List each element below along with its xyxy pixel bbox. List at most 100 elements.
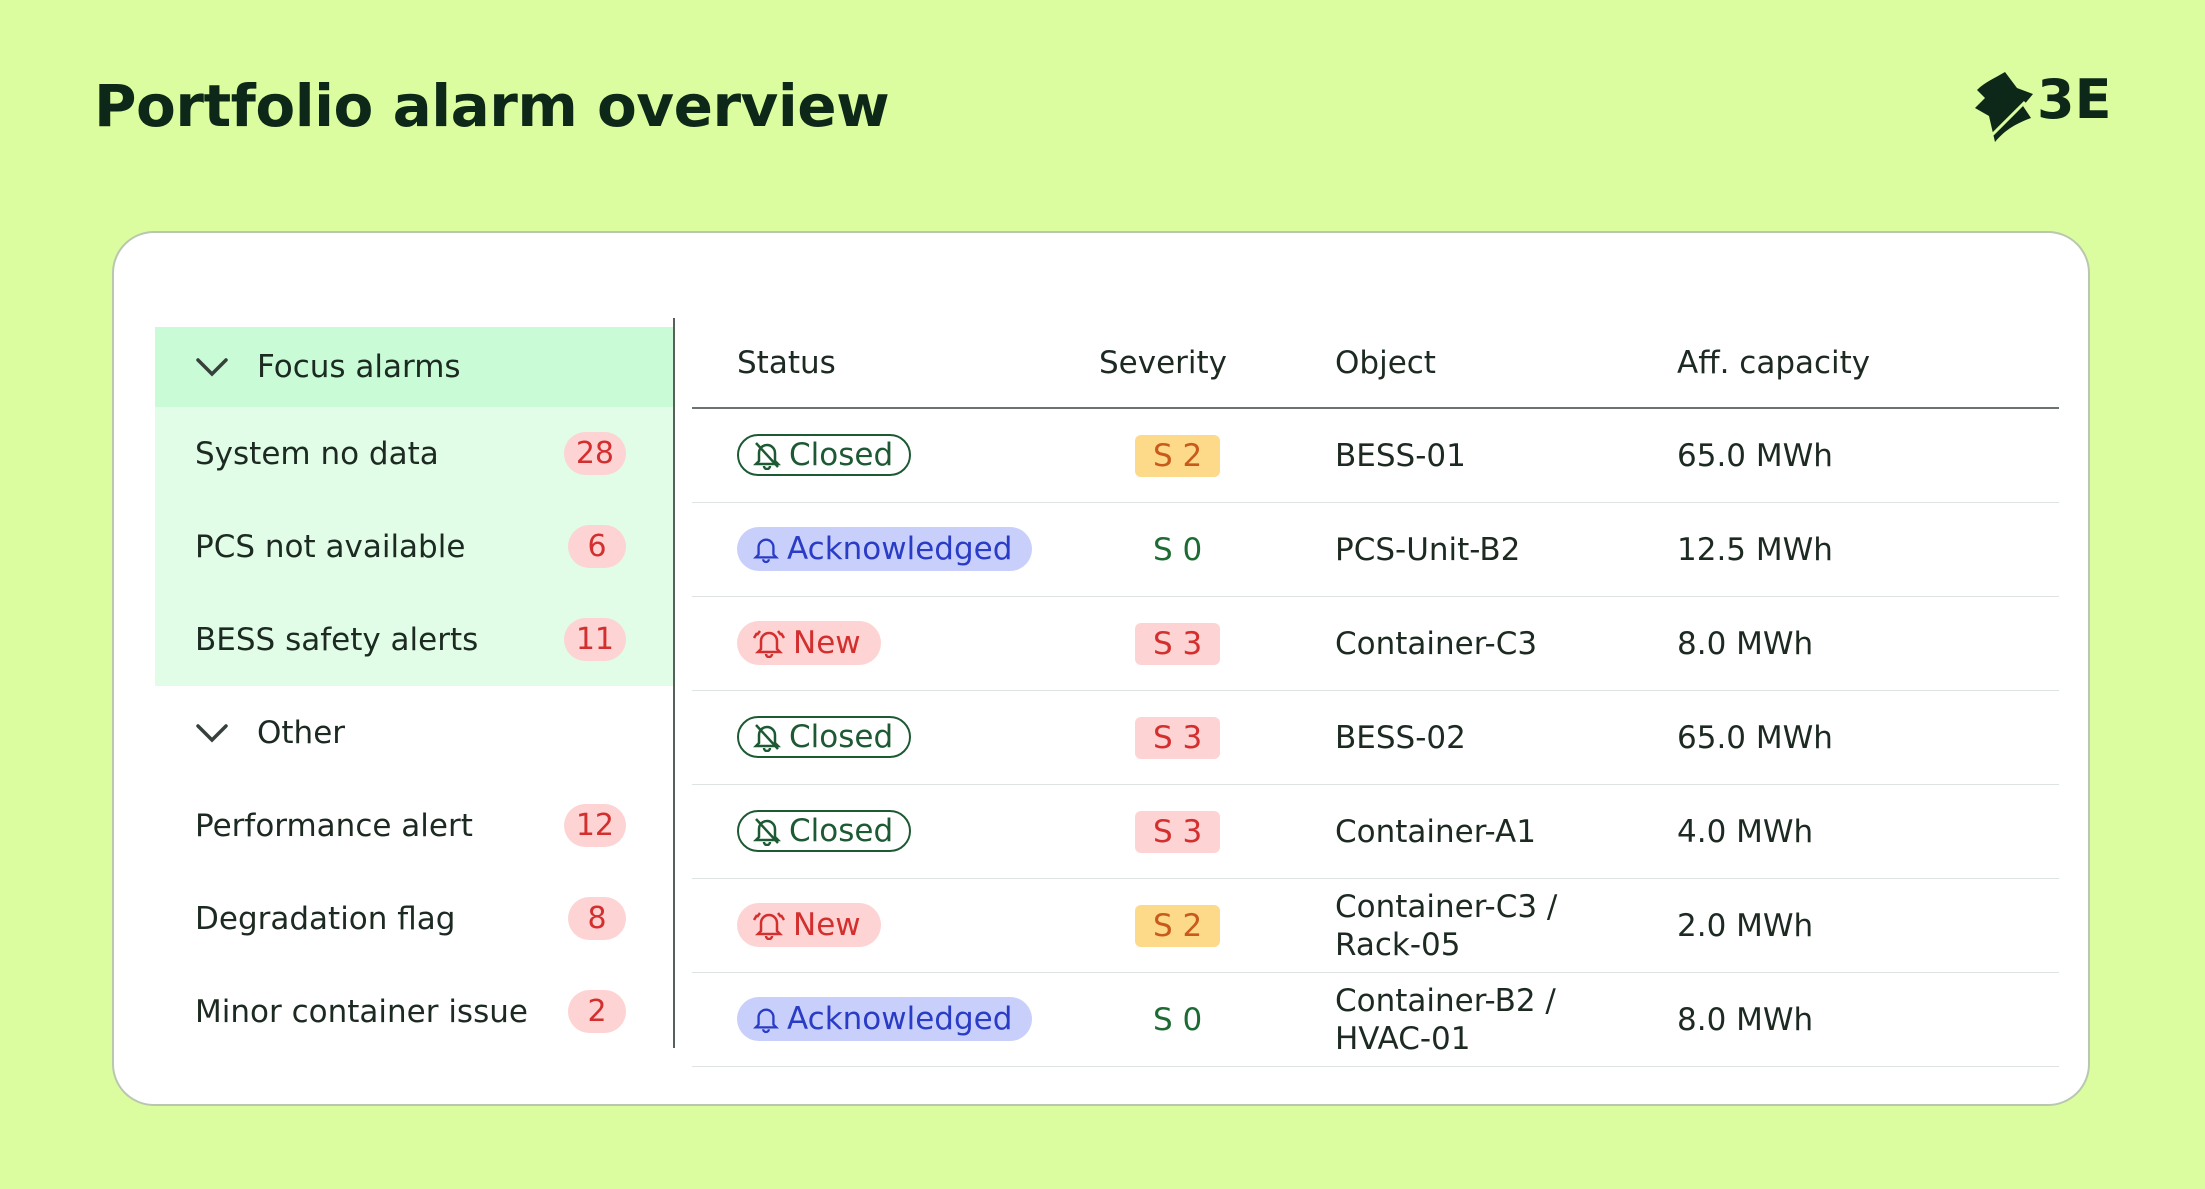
severity-badge: S 2 bbox=[1135, 434, 1221, 477]
alarm-item[interactable]: Degradation flag 8 bbox=[155, 872, 673, 965]
table-row[interactable]: Acknowledged S 0 PCS-Unit-B2 12.5 MWh bbox=[692, 503, 2059, 597]
object-cell: Container-C3 / Rack-05 bbox=[1335, 888, 1558, 963]
capacity-cell: 8.0 MWh bbox=[1677, 1001, 1814, 1038]
status-cell: New bbox=[737, 903, 1099, 948]
group-label: Other bbox=[257, 714, 346, 751]
alarm-item[interactable]: PCS not available 6 bbox=[155, 500, 673, 593]
column-header: Aff. capacity bbox=[1677, 344, 1871, 381]
severity-cell: S 2 bbox=[1099, 434, 1335, 477]
table-header: Status Severity Object Aff. capacity bbox=[692, 318, 2059, 409]
object-cell: Container-B2 / HVAC-01 bbox=[1335, 982, 1556, 1057]
alarm-item[interactable]: System no data 28 bbox=[155, 407, 673, 500]
item-count: 8 bbox=[568, 897, 626, 940]
item-count: 6 bbox=[568, 525, 626, 568]
item-count: 28 bbox=[563, 432, 626, 475]
alarm-table: Status Severity Object Aff. capacity Closed S… bbox=[692, 318, 2059, 1067]
item-label: System no data bbox=[195, 435, 439, 472]
object-cell: BESS-01 bbox=[1335, 437, 1466, 474]
severity-badge: S 0 bbox=[1153, 531, 1203, 568]
sidebar: Focus alarms System no data 28 PCS not avai… bbox=[155, 327, 673, 1058]
capacity-cell: 12.5 MWh bbox=[1677, 531, 1833, 568]
object-cell: Container-A1 bbox=[1335, 813, 1536, 850]
status-cell: Acknowledged bbox=[737, 997, 1099, 1042]
capacity-cell: 2.0 MWh bbox=[1677, 907, 1814, 944]
logo-text: 3E bbox=[2037, 68, 2112, 131]
status-cell: Closed bbox=[737, 433, 1099, 478]
status-icon bbox=[753, 723, 781, 752]
page-title: Portfolio alarm overview bbox=[94, 72, 890, 140]
object-cell: BESS-02 bbox=[1335, 719, 1466, 756]
severity-badge: S 2 bbox=[1135, 904, 1221, 947]
table-row[interactable]: New S 3 Container-C3 8.0 MWh bbox=[692, 597, 2059, 691]
status-pill: New bbox=[737, 903, 881, 947]
severity-cell: S 0 bbox=[1099, 529, 1335, 571]
status-text: Acknowledged bbox=[787, 531, 1013, 567]
status-pill: Acknowledged bbox=[737, 997, 1033, 1041]
column-header: Object bbox=[1335, 344, 1436, 381]
status-text: Acknowledged bbox=[787, 1001, 1013, 1037]
severity-badge: S 0 bbox=[1153, 1001, 1203, 1038]
group-header[interactable]: Focus alarms bbox=[155, 327, 673, 407]
severity-cell: S 3 bbox=[1099, 622, 1335, 665]
status-icon bbox=[753, 817, 781, 846]
severity-badge: S 3 bbox=[1135, 622, 1221, 665]
item-label: BESS safety alerts bbox=[195, 621, 479, 658]
item-label: Performance alert bbox=[195, 807, 473, 844]
column-header: Severity bbox=[1099, 344, 1228, 381]
capacity-cell: 65.0 MWh bbox=[1677, 437, 1833, 474]
status-pill: Closed bbox=[737, 715, 912, 758]
item-label: Degradation flag bbox=[195, 900, 456, 937]
severity-cell: S 2 bbox=[1099, 904, 1335, 947]
severity-badge: S 3 bbox=[1135, 716, 1221, 759]
status-icon bbox=[753, 630, 785, 658]
object-cell: PCS-Unit-B2 bbox=[1335, 531, 1521, 568]
status-text: New bbox=[793, 907, 861, 943]
status-cell: New bbox=[737, 621, 1099, 666]
group-label: Focus alarms bbox=[257, 349, 461, 385]
chevron bbox=[196, 358, 228, 377]
table-row[interactable]: Closed S 3 BESS-02 65.0 MWh bbox=[692, 691, 2059, 785]
alarm-item[interactable]: BESS safety alerts 11 bbox=[155, 593, 673, 686]
status-pill: Closed bbox=[737, 433, 912, 476]
table-row[interactable]: Closed S 3 Container-A1 4.0 MWh bbox=[692, 785, 2059, 879]
item-label: Minor container issue bbox=[195, 993, 528, 1030]
severity-cell: S 3 bbox=[1099, 810, 1335, 853]
alarm-group: Other Performance alert 12 Degradation flag… bbox=[155, 686, 673, 1058]
divider bbox=[673, 318, 675, 1048]
item-label: PCS not available bbox=[195, 528, 466, 565]
item-count: 12 bbox=[563, 804, 626, 847]
status-cell: Closed bbox=[737, 715, 1099, 760]
item-count: 11 bbox=[563, 618, 626, 661]
status-pill: Closed bbox=[737, 809, 912, 852]
status-icon bbox=[753, 441, 781, 470]
status-icon bbox=[753, 1008, 779, 1034]
logo: 3E bbox=[1975, 68, 2111, 148]
status-text: Closed bbox=[789, 436, 894, 473]
status-text: New bbox=[793, 625, 861, 661]
group-header[interactable]: Other bbox=[155, 686, 673, 779]
table-row[interactable]: New S 2 Container-C3 / Rack-05 2.0 MWh bbox=[692, 879, 2059, 973]
severity-badge: S 3 bbox=[1135, 810, 1221, 853]
status-cell: Closed bbox=[737, 809, 1099, 854]
table-row[interactable]: Closed S 2 BESS-01 65.0 MWh bbox=[692, 409, 2059, 503]
severity-cell: S 0 bbox=[1099, 999, 1335, 1041]
item-count: 2 bbox=[568, 990, 626, 1033]
table-row[interactable]: Acknowledged S 0 Container-B2 / HVAC-01 8.0… bbox=[692, 973, 2059, 1067]
logo-leaf bbox=[1975, 72, 2033, 142]
status-cell: Acknowledged bbox=[737, 527, 1099, 572]
card: Focus alarms System no data 28 PCS not avai… bbox=[112, 231, 2090, 1106]
alarm-item[interactable]: Minor container issue 2 bbox=[155, 965, 673, 1058]
status-pill: New bbox=[737, 621, 881, 665]
status-pill: Acknowledged bbox=[737, 527, 1033, 571]
status-text: Closed bbox=[789, 812, 894, 849]
object-cell: Container-C3 bbox=[1335, 625, 1538, 662]
status-text: Closed bbox=[789, 718, 894, 755]
status-icon bbox=[753, 538, 779, 564]
alarm-group: Focus alarms System no data 28 PCS not avai… bbox=[155, 327, 673, 686]
status-icon bbox=[753, 912, 785, 940]
alarm-item[interactable]: Performance alert 12 bbox=[155, 779, 673, 872]
capacity-cell: 65.0 MWh bbox=[1677, 719, 1833, 756]
capacity-cell: 4.0 MWh bbox=[1677, 813, 1814, 850]
capacity-cell: 8.0 MWh bbox=[1677, 625, 1814, 662]
